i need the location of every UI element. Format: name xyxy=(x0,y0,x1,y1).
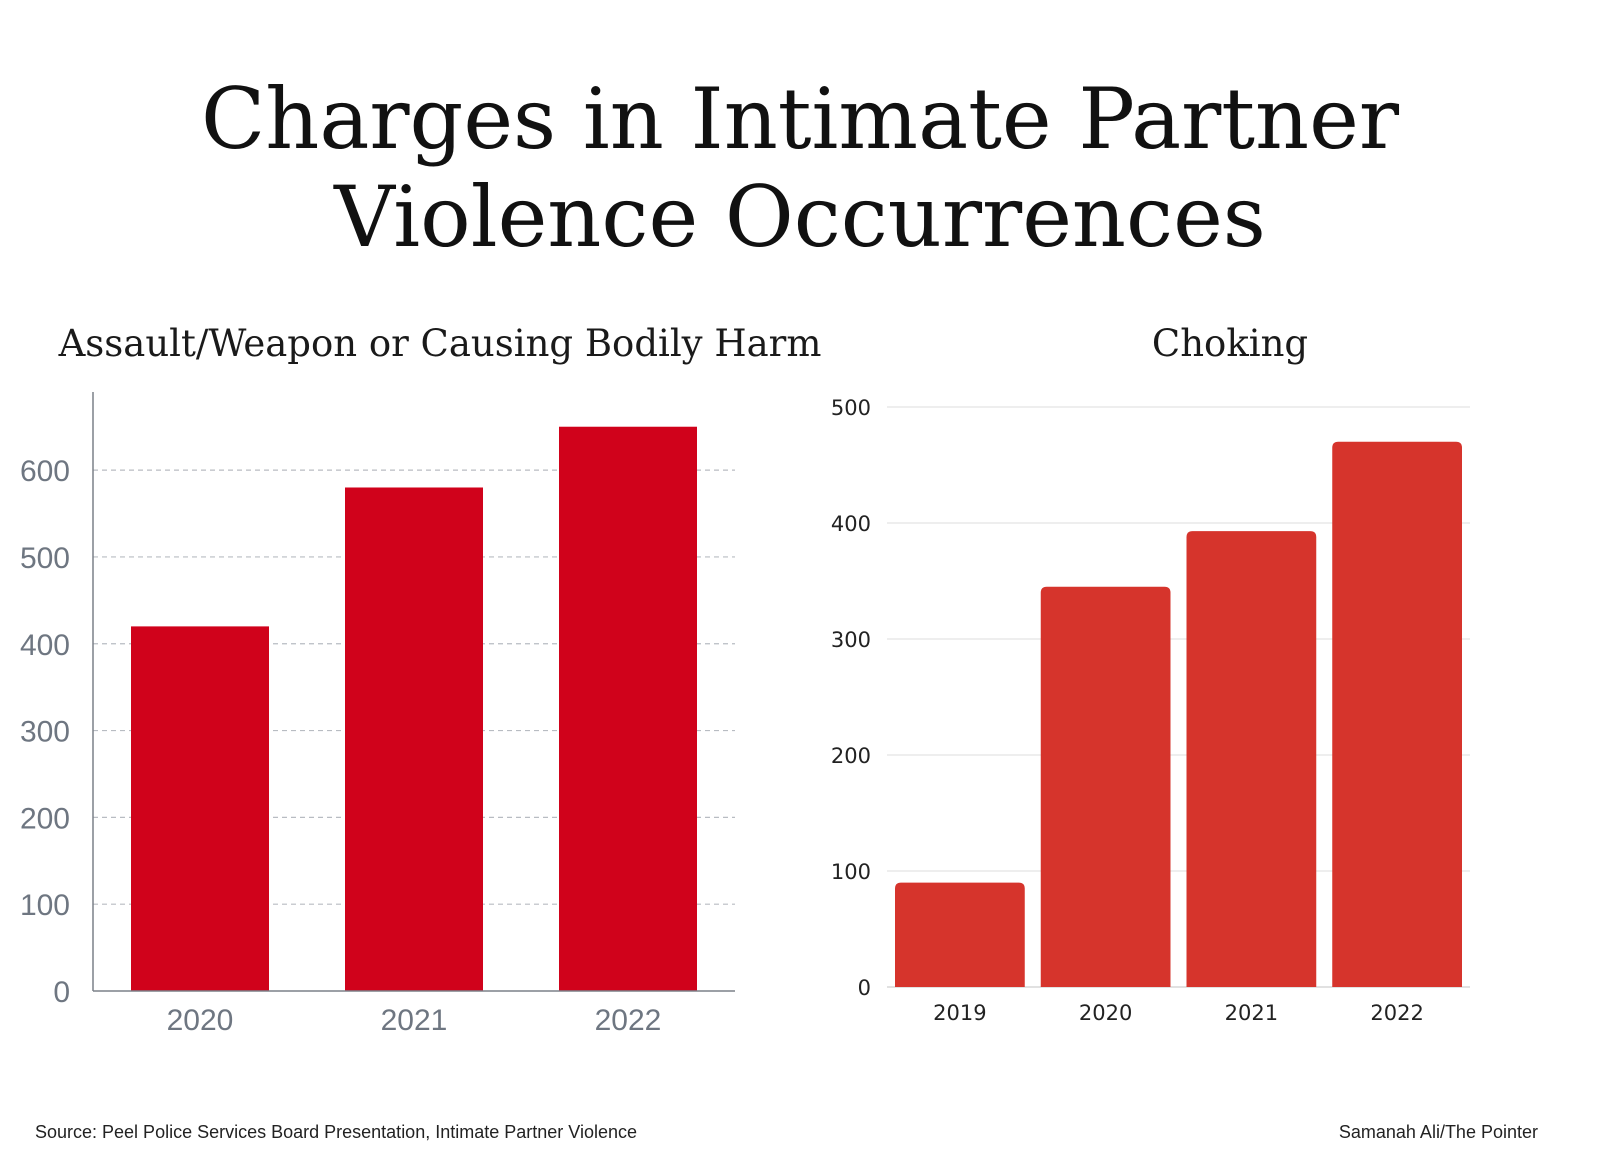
left-y-tick-label: 0 xyxy=(53,976,70,1009)
left-x-tick-label: 2021 xyxy=(381,1004,448,1037)
left-x-tick-label: 2022 xyxy=(595,1004,662,1037)
right-bar-2022 xyxy=(1332,441,1462,987)
right-x-tick-label: 2022 xyxy=(1370,1001,1423,1025)
left-chart-title: Assault/Weapon or Causing Bodily Harm xyxy=(58,322,822,365)
assault-bar-chart: 0 100 200 300 400 500 600 2020 2021 2022 xyxy=(20,392,735,1037)
right-bar-2021 xyxy=(1186,531,1317,987)
left-y-tick-label: 400 xyxy=(20,629,70,662)
right-y-tick-label: 300 xyxy=(831,628,871,652)
right-bar-2020 xyxy=(1040,586,1171,987)
author-credit: Samanah Ali/The Pointer xyxy=(1338,1122,1538,1142)
left-bar-2021 xyxy=(345,487,483,991)
left-y-tick-label: 300 xyxy=(20,716,70,749)
left-y-tick-label: 200 xyxy=(20,802,70,835)
right-x-tick-label: 2019 xyxy=(933,1001,986,1025)
right-y-tick-label: 100 xyxy=(831,860,871,884)
left-x-tick-label: 2020 xyxy=(167,1004,234,1037)
right-y-tick-label: 200 xyxy=(831,744,871,768)
left-bar-2022 xyxy=(559,426,697,992)
left-y-tick-label: 100 xyxy=(20,889,70,922)
left-bar-2020 xyxy=(131,626,269,991)
page-title-line-2: Violence Occurrences xyxy=(334,168,1266,266)
right-y-tick-label: 0 xyxy=(858,976,871,1000)
right-y-tick-label: 500 xyxy=(831,396,871,420)
page-title: Charges in Intimate Partner Violence Occ… xyxy=(0,70,1600,266)
page-title-line-1: Charges in Intimate Partner xyxy=(200,70,1400,168)
right-y-tick-label: 400 xyxy=(831,512,871,536)
left-y-tick-label: 500 xyxy=(20,542,70,575)
right-chart-title: Choking xyxy=(1151,322,1309,365)
left-y-tick-label: 600 xyxy=(20,455,70,488)
right-x-tick-label: 2021 xyxy=(1225,1001,1278,1025)
right-bar-2019 xyxy=(895,882,1025,987)
source-note: Source: Peel Police Services Board Prese… xyxy=(35,1122,637,1142)
choking-bar-chart: 0 100 200 300 400 500 2019 2020 2021 2022 xyxy=(831,396,1470,1025)
right-x-tick-label: 2020 xyxy=(1079,1001,1132,1025)
